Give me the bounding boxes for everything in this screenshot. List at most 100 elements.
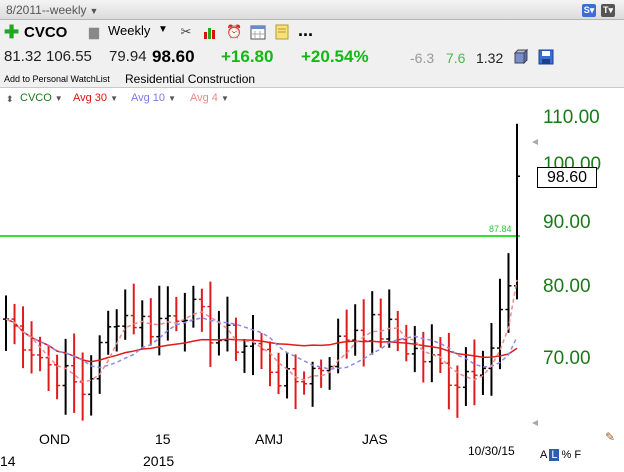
high-price: 106.55 — [46, 48, 92, 65]
ohlc-bar — [241, 339, 248, 373]
ohlc-bar — [156, 285, 163, 356]
ohlc-bar — [198, 288, 205, 332]
ohlc-bar — [122, 289, 129, 340]
ohlc-bar — [411, 325, 418, 373]
price-chart-svg: 110.00 100.00 90.00 80.00 70.00 87.84 ON… — [0, 107, 624, 472]
ohlc-bar — [139, 300, 146, 350]
ohlc-bar — [164, 286, 171, 341]
chevron-down-icon: ▼ — [158, 24, 168, 35]
note-icon[interactable] — [274, 24, 290, 40]
year-label-14: 14 — [0, 453, 16, 469]
window-titlebar: 8/2011--weekly ▼ S▾ T▾ — [0, 0, 624, 20]
quote-bar: 81.32 106.55 79.94 98.60 +16.80 +20.54% … — [0, 44, 624, 70]
ohlc-bar — [352, 304, 359, 356]
ohlc-bar — [147, 298, 154, 346]
ohlc-bar — [301, 371, 308, 395]
ohlc-bar — [462, 347, 469, 407]
legend-avg30[interactable]: Avg 30 ▼ — [73, 92, 118, 104]
ohlc-bar — [28, 321, 35, 374]
ohlc-bar — [71, 333, 78, 413]
ohlc-bar — [130, 283, 137, 335]
stat-1: -6.3 — [410, 50, 435, 66]
up-down-arrows-icon[interactable]: ⬍ — [6, 94, 14, 104]
scale-pct-button[interactable]: % — [561, 449, 572, 461]
scale-a-button[interactable]: A — [540, 449, 548, 461]
add-to-watchlist-link[interactable]: Add to Personal WatchList — [4, 74, 110, 84]
stat-3: 1.32 — [476, 50, 504, 66]
ohlc-bar — [224, 296, 231, 352]
y-tick-70: 70.00 — [543, 348, 591, 369]
x-label-15: 15 — [155, 431, 171, 447]
horizontal-line-label: 87.84 — [489, 224, 512, 234]
more-button[interactable]: ... — [298, 20, 314, 40]
scroll-marker-top[interactable] — [532, 139, 538, 145]
ohlc-bar — [318, 359, 325, 388]
add-plus-icon[interactable]: ✚ — [4, 22, 20, 42]
ohlc-bar — [62, 338, 69, 415]
cube-icon[interactable] — [512, 48, 529, 65]
stat-2: 7.6 — [446, 50, 466, 66]
chart-scale-buttons: A L% F — [540, 449, 581, 461]
price-change: +16.80 — [221, 47, 274, 66]
s-menu-button[interactable]: S▾ — [582, 4, 596, 17]
ohlc-bar — [471, 339, 478, 406]
symbol-label[interactable]: CVCO — [24, 24, 68, 41]
ohlc-bar — [386, 289, 393, 348]
industry-label: Residential Construction — [125, 72, 256, 86]
info-bar: Add to Personal WatchList Residential Co… — [0, 70, 624, 88]
pencil-icon[interactable]: ✎ — [605, 430, 616, 444]
legend-symbol[interactable]: CVCO ▼ — [20, 92, 63, 104]
x-label-ond: OND — [39, 431, 70, 447]
x-label-date: 10/30/15 — [468, 444, 515, 458]
chevron-down-icon[interactable]: ▼ — [89, 6, 99, 16]
ohlc-bar — [275, 352, 282, 395]
ohlc-bars — [3, 123, 520, 421]
last-price: 98.60 — [152, 47, 195, 66]
ohlc-bar — [496, 278, 503, 370]
toolbar: ✚ CVCO ▆ Weekly ▼ ✂ ⏰ ... — [0, 20, 624, 44]
year-label-2015: 2015 — [143, 453, 174, 469]
legend-avg10[interactable]: Avg 10 ▼ — [131, 92, 176, 104]
ohlc-bar — [207, 281, 214, 367]
ohlc-bar — [343, 309, 350, 359]
window-title[interactable]: 8/2011--weekly ▼ — [6, 3, 99, 17]
y-tick-110: 110.00 — [543, 109, 600, 128]
t-menu-button[interactable]: T▾ — [601, 4, 615, 17]
save-icon[interactable] — [538, 49, 554, 65]
price-change-percent: +20.54% — [301, 47, 369, 66]
calendar-icon[interactable] — [250, 24, 266, 40]
indicator-legend: ⬍ CVCO ▼ Avg 30 ▼ Avg 10 ▼ Avg 4 ▼ — [0, 89, 624, 109]
avg10-line — [5, 317, 518, 370]
ohlc-bar — [105, 310, 112, 355]
last-price-label: 98.60 — [537, 167, 597, 188]
moving-averages — [5, 279, 518, 383]
ohlc-bar — [377, 298, 384, 348]
print-icon[interactable]: ▆ — [89, 24, 99, 39]
ohlc-bar — [173, 296, 180, 332]
ohlc-bar — [505, 253, 512, 333]
ohlc-bar — [454, 365, 461, 418]
scroll-marker-bottom[interactable] — [532, 420, 538, 426]
x-label-jas: JAS — [362, 431, 388, 447]
legend-avg4[interactable]: Avg 4 ▼ — [190, 92, 229, 104]
ohlc-bar — [267, 341, 274, 387]
y-tick-90: 90.00 — [543, 212, 591, 233]
alarm-clock-icon[interactable]: ⏰ — [226, 24, 243, 39]
scale-f-button[interactable]: F — [574, 449, 582, 461]
tools-icon[interactable]: ✂ — [180, 24, 192, 39]
avg30-line — [5, 318, 518, 363]
scale-l-button[interactable]: L — [549, 449, 560, 461]
bar-chart-icon[interactable] — [202, 24, 218, 40]
ohlc-bar — [326, 357, 333, 390]
ohlc-bar — [37, 336, 44, 372]
price-chart[interactable]: 110.00 100.00 90.00 80.00 70.00 87.84 ON… — [0, 107, 624, 472]
ohlc-bar — [54, 354, 61, 400]
ohlc-bar — [335, 318, 342, 374]
period-select[interactable]: Weekly ▼ — [108, 23, 168, 41]
ohlc-bar — [45, 344, 52, 392]
ohlc-bar — [488, 322, 495, 396]
x-label-amj: AMJ — [255, 431, 283, 447]
ohlc-bar — [292, 354, 299, 410]
y-tick-80: 80.00 — [543, 276, 591, 297]
ohlc-bar — [20, 306, 27, 369]
